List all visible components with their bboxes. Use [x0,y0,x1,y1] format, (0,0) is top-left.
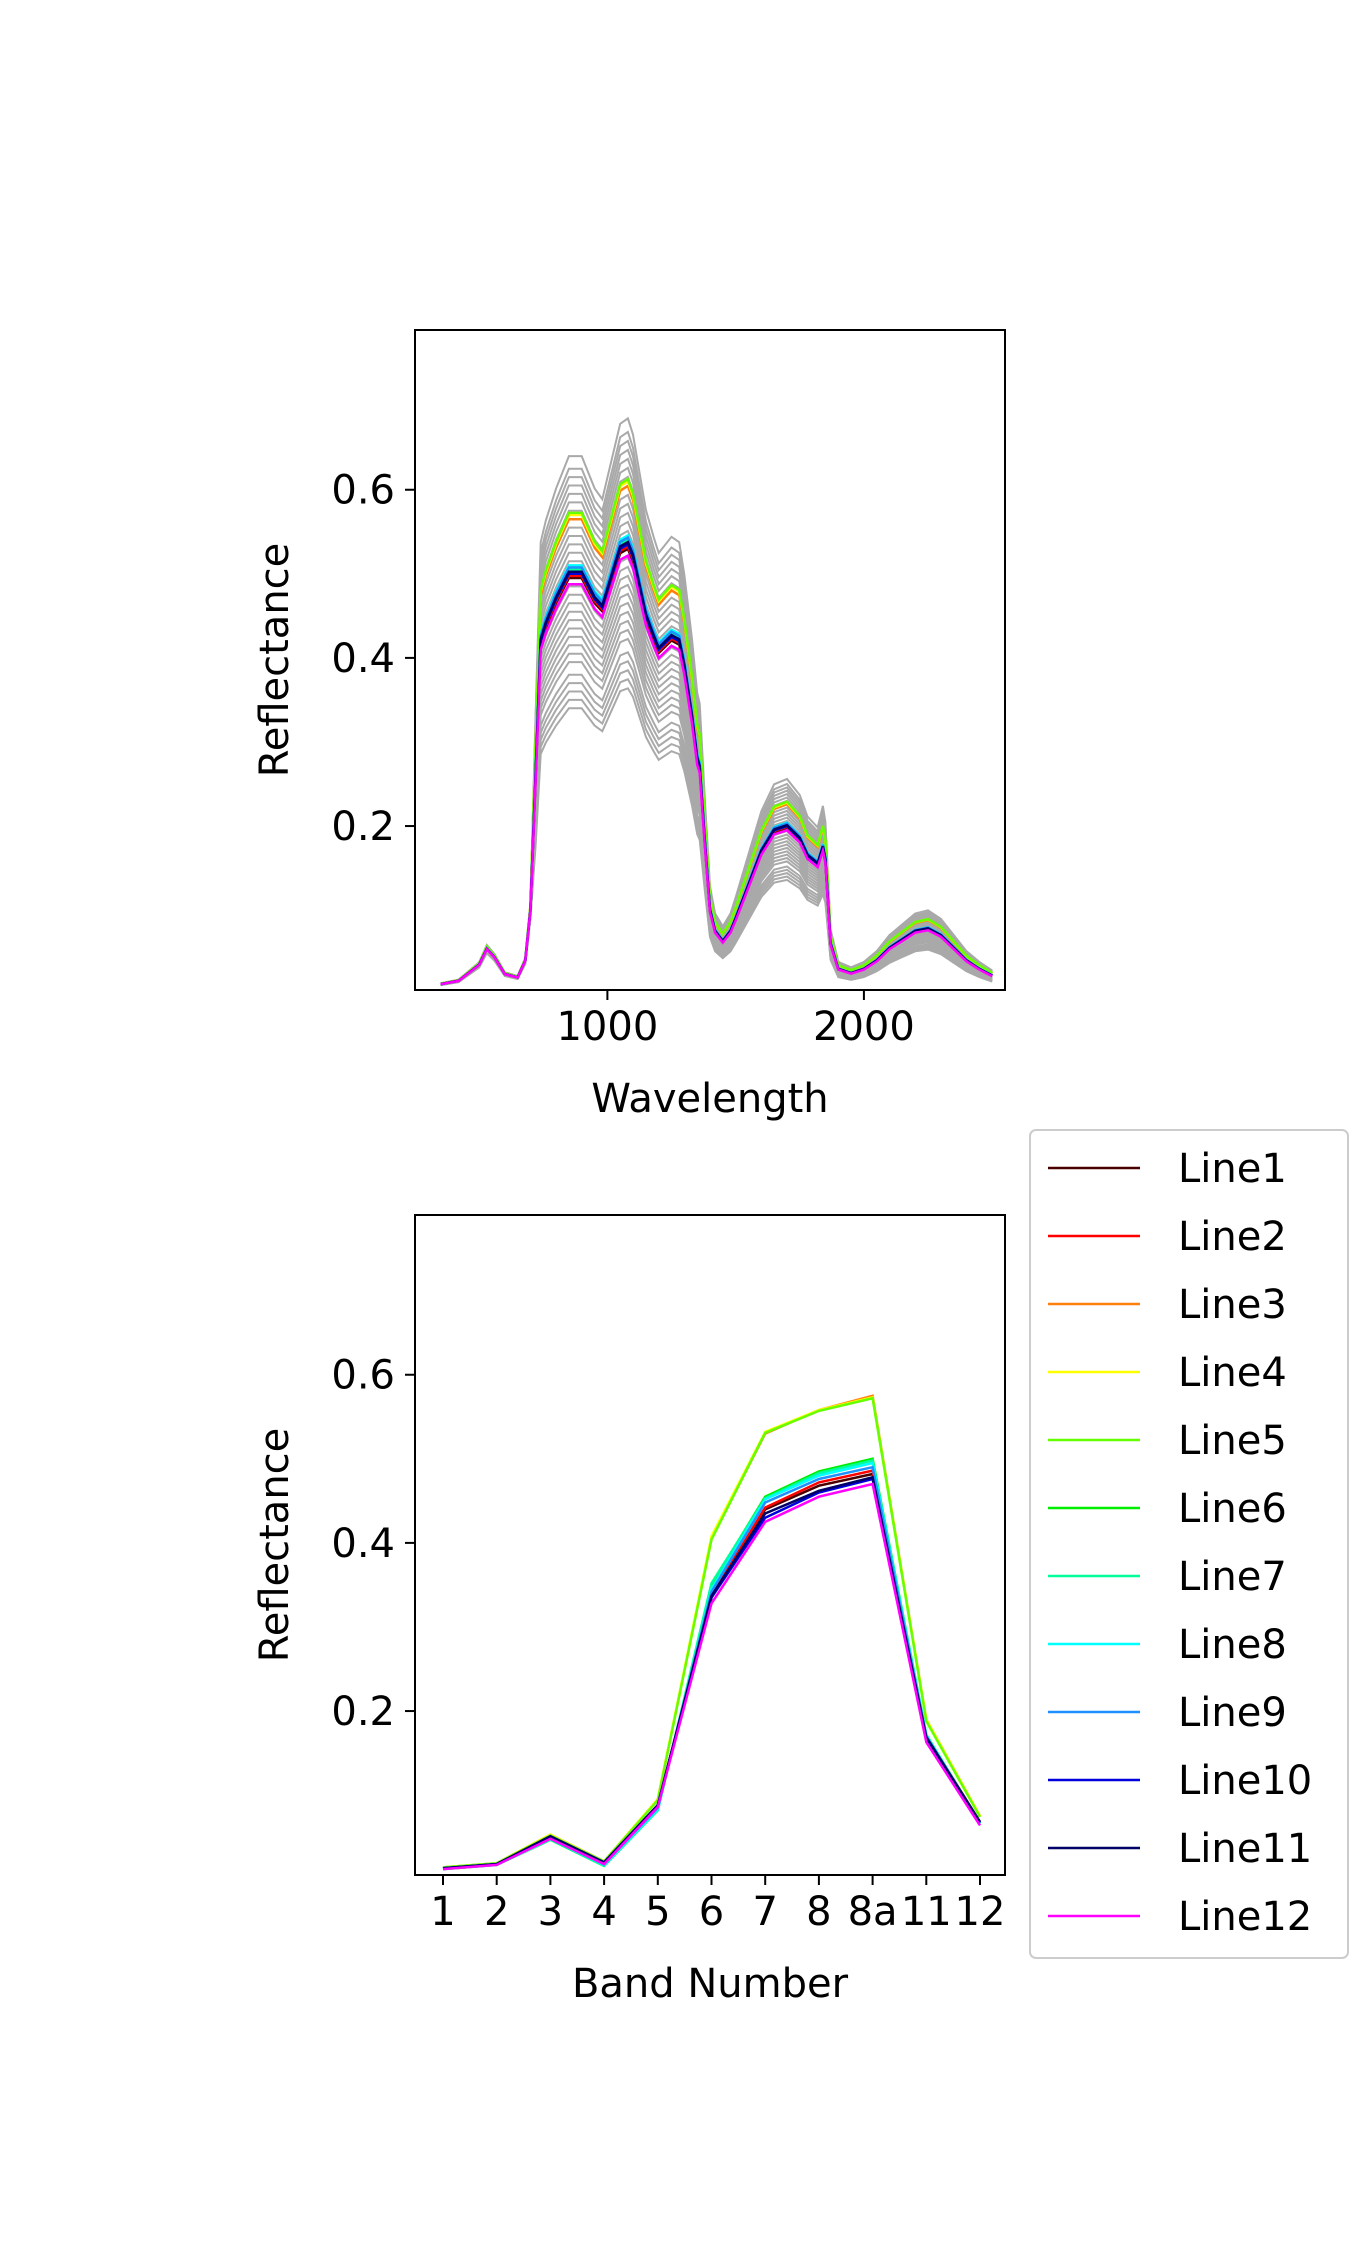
legend-label: Line2 [1178,1214,1287,1260]
x-tick-label: 12 [955,1889,1006,1935]
legend-label: Line9 [1178,1690,1287,1736]
bottom-x-axis-ticks: 1 2 3 4 5 6 7 8 8a 11 12 [430,1875,1005,1935]
bottom-plot-frame [414,1214,1006,1876]
spectrum-line-line12 [440,553,993,986]
x-tick-label: 6 [699,1889,724,1935]
background-spectrum-line [440,416,993,985]
spectrum-line-line5 [440,477,993,985]
top-x-axis-ticks: 1000 2000 [556,990,915,1050]
x-tick-label: 11 [901,1889,952,1935]
band-chart: 1 2 3 4 5 6 7 8 8a 11 12 0.20.40.6 Band Number Ref… [252,1214,1006,2007]
highlighted-spectra [440,477,993,986]
y-tick-label: 0.2 [331,1689,395,1735]
y-tick-label: 0.6 [331,468,395,514]
legend-label: Line11 [1178,1826,1312,1872]
legend-label: Line4 [1178,1350,1287,1396]
y-tick-label: 0.4 [331,636,395,682]
legend-label: Line1 [1178,1146,1287,1192]
x-tick-label: 7 [752,1889,777,1935]
y-tick-label: 0.6 [331,1353,395,1399]
bottom-x-axis-label: Band Number [572,1961,849,2007]
x-tick-label: 2 [484,1889,509,1935]
band-series [442,1394,982,1871]
top-y-axis-label: Reflectance [252,543,298,778]
x-tick-label: 4 [591,1889,616,1935]
x-tick-label: 8a [848,1889,898,1935]
legend-label: Line10 [1178,1758,1312,1804]
legend-box [1029,1129,1349,1959]
top-plot-frame [414,329,1006,991]
x-tick-label: 3 [538,1889,563,1935]
x-tick-label: 2000 [813,1004,915,1050]
x-tick-label: 5 [645,1889,670,1935]
legend-label: Line12 [1178,1894,1312,1940]
x-tick-label: 1 [430,1889,455,1935]
top-y-axis-ticks: 0.2 0.4 0.6 [331,468,415,850]
bottom-y-axis-label: Reflectance [252,1428,298,1663]
band-line-line11 [442,1475,982,1870]
x-tick-label: 8 [806,1889,831,1935]
legend-entries: Line1 Line2 Line3 Line4 Line5 Line6 Line7 Line8… [1048,1146,1312,1940]
legend-label: Line7 [1178,1554,1287,1600]
bottom-y-axis-ticks: 0.2 0.4 0.6 [331,1353,415,1735]
x-tick-label: 1000 [556,1004,658,1050]
band-line-line12 [442,1482,982,1871]
y-tick-label: 0.4 [331,1521,395,1567]
legend: Line1 Line2 Line3 Line4 Line5 Line6 Line7 Line8… [1029,1129,1349,1959]
legend-label: Line3 [1178,1282,1287,1328]
legend-label: Line6 [1178,1486,1287,1532]
y-tick-label: 0.2 [331,804,395,850]
legend-label: Line8 [1178,1622,1287,1668]
top-x-axis-label: Wavelength [591,1076,828,1122]
legend-label: Line5 [1178,1418,1287,1464]
